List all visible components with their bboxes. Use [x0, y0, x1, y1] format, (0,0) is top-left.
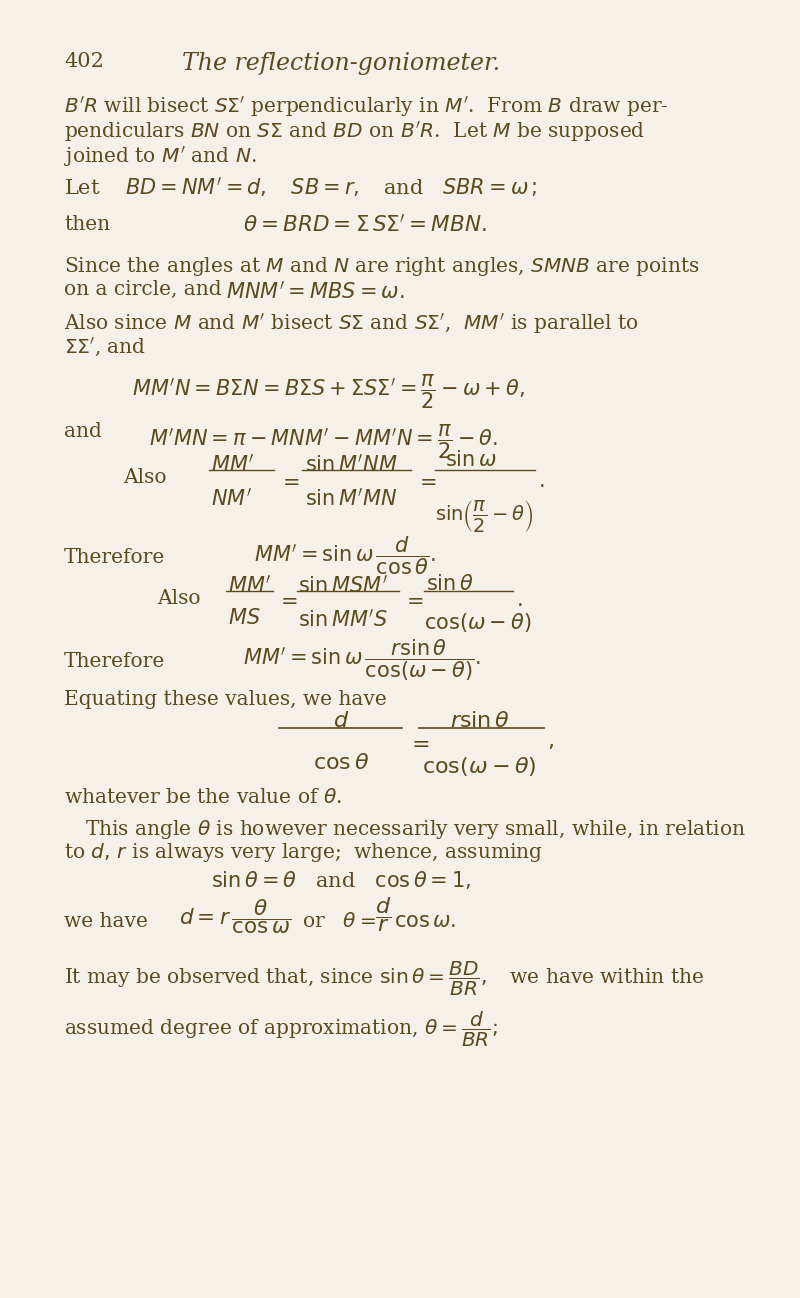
Text: assumed degree of approximation, $\theta = \dfrac{d}{BR};$: assumed degree of approximation, $\theta…: [64, 1010, 498, 1049]
Text: on a circle, and: on a circle, and: [64, 280, 222, 299]
Text: then: then: [64, 215, 110, 234]
Text: $r\sin\theta$: $r\sin\theta$: [450, 710, 510, 732]
Text: $\theta = \mathit{BRD} = \Sigma\,\mathit{S}\Sigma' = \mathit{MBN}.$: $\theta = \mathit{BRD} = \Sigma\,\mathit…: [243, 215, 486, 238]
Text: $,$: $,$: [547, 729, 554, 752]
Text: $.$: $.$: [516, 591, 522, 610]
Text: $\mathit{B'R}$ will bisect $\mathit{S\Sigma'}$ perpendicularly in $\mathit{M'}$.: $\mathit{B'R}$ will bisect $\mathit{S\Si…: [64, 95, 669, 119]
Text: Also since $\mathit{M}$ and $\mathit{M'}$ bisect $\mathit{S\Sigma}$ and $\mathit: Also since $\mathit{M}$ and $\mathit{M'}…: [64, 312, 638, 336]
Text: 402: 402: [64, 52, 104, 71]
Text: $\sin\theta = \theta$   and   $\cos\theta = 1,$: $\sin\theta = \theta$ and $\cos\theta = …: [210, 868, 471, 890]
Text: Also: Also: [158, 589, 201, 607]
Text: joined to $\mathit{M'}$ and $\mathit{N}$.: joined to $\mathit{M'}$ and $\mathit{N}$…: [64, 145, 257, 169]
Text: $\sin \mathit{M'MN}$: $\sin \mathit{M'MN}$: [305, 487, 398, 509]
Text: pendiculars $\mathit{BN}$ on $\mathit{S\Sigma}$ and $\mathit{BD}$ on $\mathit{B': pendiculars $\mathit{BN}$ on $\mathit{S\…: [64, 119, 645, 144]
Text: $\mathit{NM'}$: $\mathit{NM'}$: [211, 487, 252, 509]
Text: Since the angles at $\mathit{M}$ and $\mathit{N}$ are right angles, $\mathit{SMN: Since the angles at $\mathit{M}$ and $\m…: [64, 254, 699, 278]
Text: $.$: $.$: [538, 472, 545, 491]
Text: $d$: $d$: [333, 710, 349, 732]
Text: $=$: $=$: [278, 472, 299, 491]
Text: we have: we have: [64, 912, 148, 931]
Text: It may be observed that, since $\sin\theta = \dfrac{BD}{BR},$   we have within t: It may be observed that, since $\sin\the…: [64, 961, 704, 998]
Text: $\cos\omega.$: $\cos\omega.$: [394, 912, 456, 931]
Text: $=$: $=$: [402, 591, 423, 610]
Text: Therefore: Therefore: [64, 548, 165, 567]
Text: The reflection-goniometer.: The reflection-goniometer.: [182, 52, 500, 75]
Text: $\sin \mathit{MSM'}$: $\sin \mathit{MSM'}$: [298, 574, 388, 596]
Text: whatever be the value of $\theta$.: whatever be the value of $\theta$.: [64, 788, 342, 807]
Text: to $d,\,r$ is always very large;  whence, assuming: to $d,\,r$ is always very large; whence,…: [64, 841, 543, 864]
Text: $\mathit{MS}$: $\mathit{MS}$: [228, 607, 261, 628]
Text: $=$: $=$: [407, 732, 430, 754]
Text: or   $\theta =$: or $\theta =$: [302, 912, 376, 931]
Text: Therefore: Therefore: [64, 652, 165, 671]
Text: This angle $\theta$ is however necessarily very small, while, in relation: This angle $\theta$ is however necessari…: [86, 818, 746, 841]
Text: $=$: $=$: [276, 591, 298, 610]
Text: $\sin \omega$: $\sin \omega$: [445, 450, 497, 470]
Text: $\Sigma\Sigma'$, and: $\Sigma\Sigma'$, and: [64, 336, 146, 358]
Text: $\dfrac{d}{r}$: $\dfrac{d}{r}$: [375, 896, 391, 935]
Text: Also: Also: [123, 469, 167, 487]
Text: $\cos(\omega - \theta)$: $\cos(\omega - \theta)$: [424, 611, 532, 633]
Text: $\sin\theta$: $\sin\theta$: [426, 574, 474, 594]
Text: Let    $\mathit{BD} = \mathit{NM'} = d,\quad \mathit{SB} = r,$   and   $\mathit{: Let $\mathit{BD} = \mathit{NM'} = d,\qua…: [64, 175, 538, 199]
Text: and: and: [64, 422, 102, 441]
Text: $\sin\!\left(\dfrac{\pi}{2} - \theta\right)$: $\sin\!\left(\dfrac{\pi}{2} - \theta\rig…: [434, 498, 533, 533]
Text: $\mathit{MNM'} = \mathit{MBS} = \omega.$: $\mathit{MNM'} = \mathit{MBS} = \omega.$: [226, 280, 404, 302]
Text: $\cos\theta$: $\cos\theta$: [313, 752, 369, 774]
Text: $=$: $=$: [415, 472, 436, 491]
Text: $\sin \mathit{MM'S}$: $\sin \mathit{MM'S}$: [298, 607, 388, 630]
Text: $\sin \mathit{M'NM}$: $\sin \mathit{M'NM}$: [305, 453, 398, 475]
Text: $d = r\,\dfrac{\theta}{\cos\omega}$: $d = r\,\dfrac{\theta}{\cos\omega}$: [179, 897, 291, 936]
Text: Equating these values, we have: Equating these values, we have: [64, 691, 386, 709]
Text: $\mathit{MM'N} = \mathit{B\Sigma N} = \mathit{B\Sigma S} + \Sigma\mathit{S}\Sigm: $\mathit{MM'N} = \mathit{B\Sigma N} = \m…: [132, 373, 525, 410]
Text: $\mathit{MM'}$: $\mathit{MM'}$: [228, 574, 272, 596]
Text: $\mathit{M'MN} = \pi - \mathit{MNM'} - \mathit{MM'N} = \dfrac{\pi}{2} - \theta.$: $\mathit{M'MN} = \pi - \mathit{MNM'} - \…: [149, 422, 498, 461]
Text: $\cos(\omega - \theta)$: $\cos(\omega - \theta)$: [422, 755, 537, 778]
Text: $\mathit{MM'} = \sin\omega\,\dfrac{r\sin\theta}{\cos(\omega-\theta)}.$: $\mathit{MM'} = \sin\omega\,\dfrac{r\sin…: [243, 637, 481, 683]
Text: $\mathit{MM'} = \sin\omega\,\dfrac{d}{\cos\theta}.$: $\mathit{MM'} = \sin\omega\,\dfrac{d}{\c…: [254, 533, 436, 576]
Text: $\mathit{MM'}$: $\mathit{MM'}$: [211, 453, 254, 475]
